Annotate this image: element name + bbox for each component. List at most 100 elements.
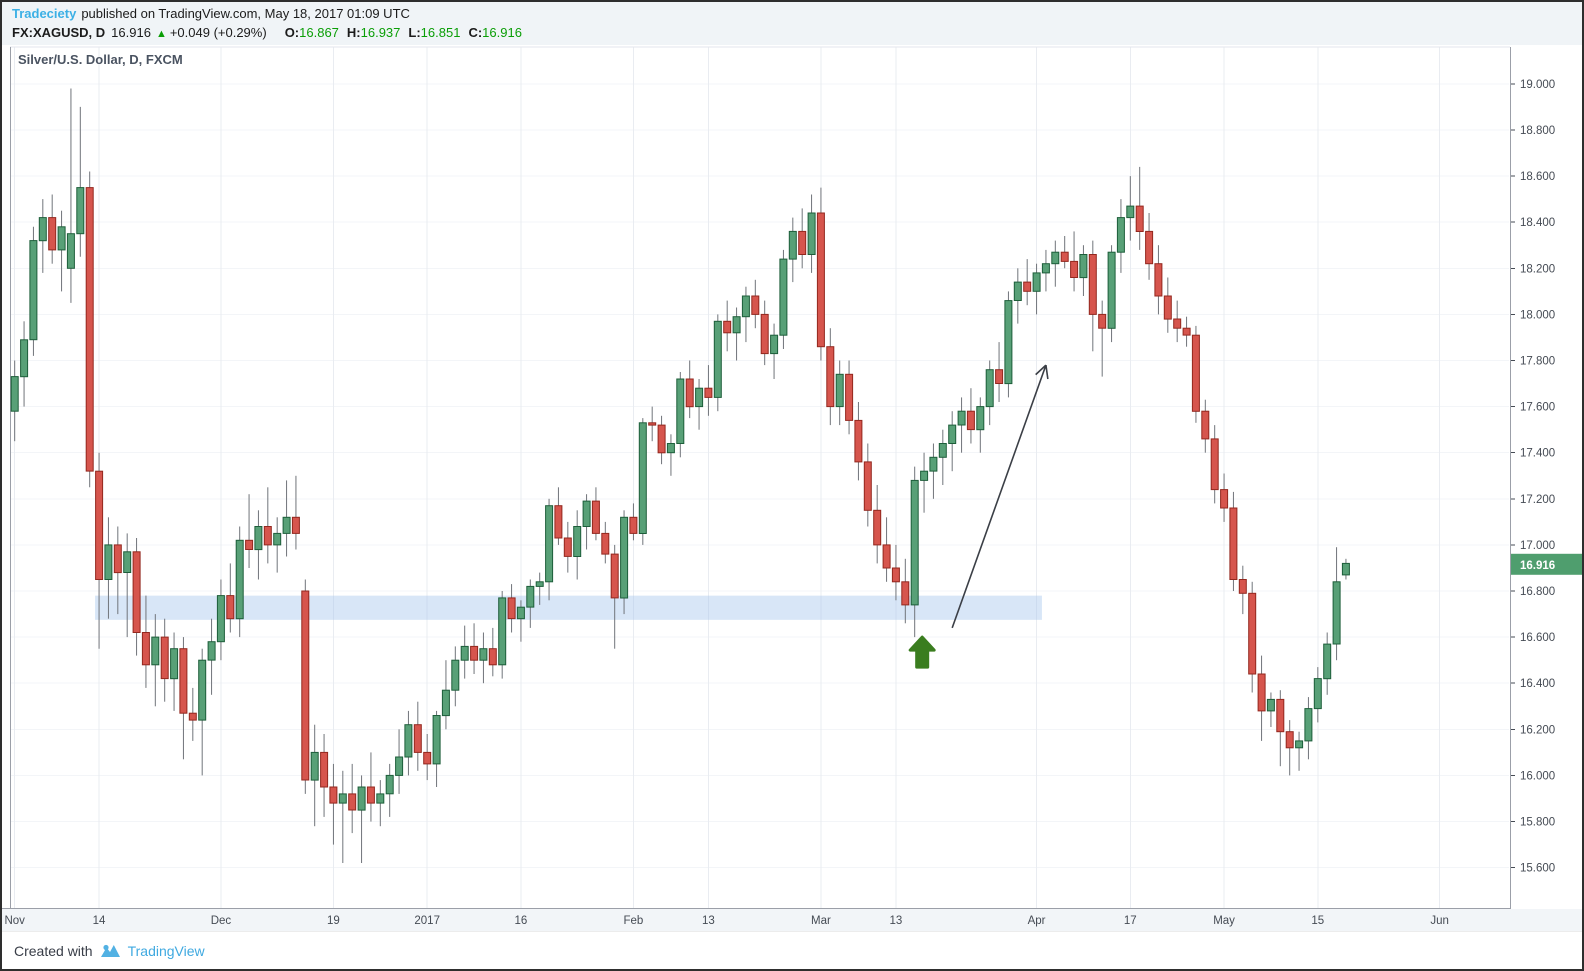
candle-up — [1116, 217, 1125, 253]
ohlc-value: 16.937 — [360, 25, 401, 40]
candle-down — [1257, 673, 1266, 712]
y-axis-label: 16.800 — [1520, 586, 1555, 598]
y-axis-label: 18.400 — [1520, 217, 1555, 229]
tradingview-link[interactable]: TradingView — [127, 942, 205, 959]
y-axis-label: 18.200 — [1520, 263, 1555, 275]
candle-up — [441, 689, 450, 717]
candle-up — [395, 756, 404, 776]
candle-down — [1088, 254, 1097, 315]
candle-down — [1182, 327, 1191, 336]
candle-down — [1285, 731, 1294, 749]
x-axis-label: 13 — [890, 915, 903, 927]
x-axis-label: 13 — [702, 915, 715, 927]
candle-down — [507, 597, 516, 620]
candle-down — [854, 419, 863, 463]
candle-down — [591, 500, 600, 534]
candle-up — [1341, 562, 1350, 576]
candle-up — [535, 581, 544, 587]
x-axis-label: Feb — [624, 915, 644, 927]
candle-down — [348, 793, 357, 811]
candle-down — [723, 320, 732, 334]
y-axis-label: 17.000 — [1520, 540, 1555, 552]
candle-up — [338, 793, 347, 804]
ohlc-label: H: — [346, 25, 361, 40]
created-with-text: Created with — [14, 942, 93, 959]
candle-down — [226, 595, 235, 620]
candle-up — [460, 645, 469, 661]
candle-up — [807, 212, 816, 255]
candle-up — [151, 636, 160, 666]
candle-down — [816, 212, 825, 348]
candle-down — [845, 373, 854, 421]
author-link[interactable]: Tradeciety — [12, 6, 77, 21]
candle-down — [423, 751, 432, 765]
candle-up — [10, 376, 19, 412]
trend-arrow-head — [1045, 365, 1049, 380]
candle-down — [141, 632, 150, 666]
candle-down — [901, 581, 910, 606]
candle-down — [1154, 263, 1163, 297]
last-price: 16.916 — [111, 25, 151, 40]
candle-up — [1032, 272, 1041, 292]
x-axis-label: Apr — [1028, 915, 1046, 927]
candle-down — [1023, 281, 1032, 292]
candle-up — [938, 443, 947, 458]
header: Tradeciety published on TradingView.com, … — [2, 2, 1582, 45]
candle-up — [1041, 263, 1050, 274]
candle-up — [357, 786, 366, 811]
candle-up — [29, 240, 38, 341]
candle-up — [282, 516, 291, 534]
x-axis-label: Mar — [811, 915, 831, 927]
x-axis-label: 17 — [1124, 915, 1137, 927]
candle-down — [329, 786, 338, 804]
tradingview-logo-icon — [100, 944, 120, 957]
candle-down — [1210, 438, 1219, 491]
candle-down — [1191, 334, 1200, 412]
candle-down — [1135, 205, 1144, 233]
y-axis-label: 17.600 — [1520, 402, 1555, 414]
candle-up — [741, 295, 750, 318]
candle-up — [1332, 581, 1341, 645]
candle-down — [891, 567, 900, 583]
candle-down — [413, 724, 422, 753]
trend-arrow-head — [1035, 364, 1047, 376]
symbol-label: FX:XAGUSD, D — [12, 25, 106, 40]
candle-down — [1060, 251, 1069, 262]
candle-down — [1201, 410, 1210, 440]
y-axis-label: 16.000 — [1520, 770, 1555, 782]
candle-up — [732, 316, 741, 334]
candle-up — [976, 406, 985, 431]
candle-up — [1051, 251, 1060, 265]
symbol-readout-line: FX:XAGUSD, D 16.916 ▲ +0.049 (+0.29%) O:16.8… — [12, 24, 1582, 43]
candle-up — [676, 378, 685, 444]
candle-down — [648, 422, 657, 426]
candle-down — [657, 424, 666, 454]
x-axis-label: 16 — [515, 915, 528, 927]
xaxis-strip — [2, 909, 1582, 932]
candle-down — [863, 461, 872, 511]
candle-up — [1313, 678, 1322, 710]
candle-up — [582, 500, 591, 528]
candle-up — [235, 539, 244, 620]
candle-down — [554, 505, 563, 539]
y-axis-label: 19.000 — [1520, 79, 1555, 91]
trend-arrow-line — [951, 364, 1047, 629]
candle-down — [610, 553, 619, 599]
candle-down — [179, 648, 188, 714]
candle-up — [1323, 643, 1332, 680]
candle-down — [245, 539, 254, 550]
ohlc-value: 16.851 — [420, 25, 461, 40]
candle-down — [1098, 313, 1107, 329]
candle-up — [516, 606, 525, 620]
candle-down — [1276, 698, 1285, 733]
y-axis-label: 17.400 — [1520, 448, 1555, 460]
candle-up — [1004, 300, 1013, 385]
candle-down — [1220, 489, 1229, 509]
candle-up — [770, 334, 779, 355]
candle-up — [1107, 251, 1116, 329]
candle-down — [1145, 230, 1154, 265]
candle-down — [873, 509, 882, 546]
candle-up — [104, 544, 113, 580]
candlestick-chart-svg[interactable]: 19.000 18.800 18.600 18.400 18.200 18.000 17.8… — [2, 45, 1584, 932]
